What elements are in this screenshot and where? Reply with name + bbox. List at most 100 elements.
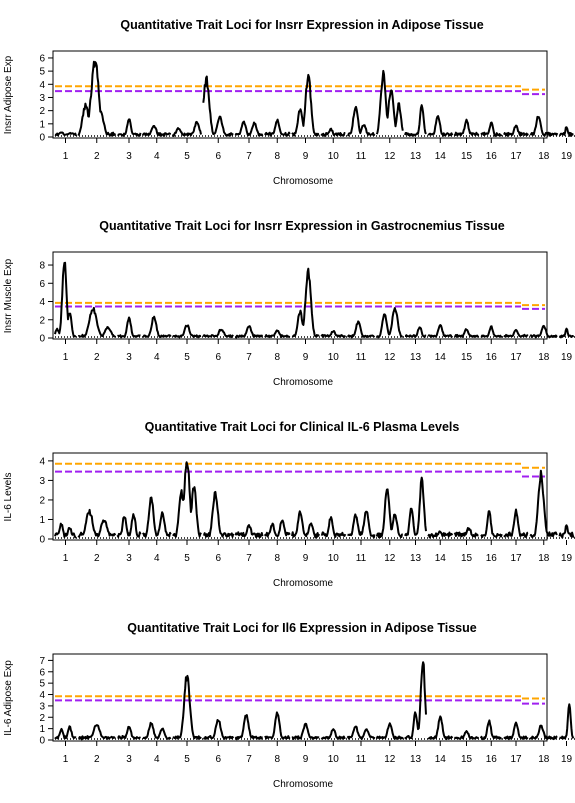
lod-curve-chr-16 xyxy=(480,121,503,137)
lod-curve-chr-1 xyxy=(54,261,77,338)
lod-curve-chr-5 xyxy=(172,674,202,740)
x-tick-label-chr-5: 5 xyxy=(184,352,190,363)
lod-curve-chr-12 xyxy=(375,69,404,135)
x-tick-label-chr-10: 10 xyxy=(328,352,340,363)
x-tick-label-chr-17: 17 xyxy=(510,754,522,765)
x-tick-label-chr-14: 14 xyxy=(435,754,447,765)
y-tick-label: 6 xyxy=(39,53,45,64)
lod-curve-chr-15 xyxy=(453,118,480,137)
x-tick-label-chr-19: 19 xyxy=(561,754,573,765)
y-tick-label: 7 xyxy=(39,656,45,667)
x-tick-label-chr-6: 6 xyxy=(215,352,221,363)
x-axis-label: Chromosome xyxy=(273,578,333,589)
x-tick-label-chr-2: 2 xyxy=(94,553,100,564)
lod-curve-chr-3 xyxy=(117,725,141,740)
y-tick-label: 3 xyxy=(39,476,45,487)
x-tick-label-chr-12: 12 xyxy=(384,352,396,363)
lod-curve-chr-13 xyxy=(404,326,427,338)
lod-curve-chr-6 xyxy=(202,75,234,137)
lod-curve-chr-4 xyxy=(142,496,172,538)
y-tick-label: 6 xyxy=(39,667,45,678)
lod-curve-chr-8 xyxy=(264,329,291,339)
y-tick-label: 0 xyxy=(39,535,45,546)
lod-curve-chr-9 xyxy=(291,722,320,740)
lod-curve-chr-14 xyxy=(427,324,454,338)
lod-curve-chr-6 xyxy=(202,719,235,740)
lod-curve-chr-7 xyxy=(234,714,263,741)
x-tick-label-chr-3: 3 xyxy=(126,151,132,162)
x-tick-label-chr-4: 4 xyxy=(154,754,160,765)
x-tick-label-chr-19: 19 xyxy=(561,352,573,363)
plot-frame xyxy=(52,251,548,340)
lod-curve-chr-9 xyxy=(291,510,320,539)
x-tick-label-chr-12: 12 xyxy=(384,553,396,564)
y-axis-label: Insrr Adipose Exp xyxy=(3,55,14,134)
x-tick-label-chr-3: 3 xyxy=(126,553,132,564)
x-tick-label-chr-7: 7 xyxy=(246,151,252,162)
chart-panel-1: Quantitative Trait Loci for Insrr Expres… xyxy=(3,18,575,187)
x-tick-label-chr-9: 9 xyxy=(303,754,309,765)
x-tick-label-chr-19: 19 xyxy=(561,553,573,564)
chart-title: Quantitative Trait Loci for Insrr Expres… xyxy=(99,219,504,233)
lod-curve-chr-18 xyxy=(529,724,558,741)
x-tick-label-chr-8: 8 xyxy=(274,754,280,765)
x-tick-label-chr-12: 12 xyxy=(384,754,396,765)
x-tick-label-chr-6: 6 xyxy=(215,754,221,765)
lod-curve-chr-2 xyxy=(77,508,117,538)
x-tick-label-chr-10: 10 xyxy=(328,151,340,162)
y-tick-label: 0 xyxy=(39,736,45,747)
x-tick-label-chr-14: 14 xyxy=(435,352,447,363)
lod-curve-chr-8 xyxy=(263,519,291,538)
y-tick-label: 0 xyxy=(39,334,45,345)
y-tick-label: 0 xyxy=(39,133,45,144)
x-tick-label-chr-9: 9 xyxy=(303,553,309,564)
x-tick-label-chr-4: 4 xyxy=(154,553,160,564)
y-tick-label: 4 xyxy=(39,80,45,91)
x-tick-label-chr-18: 18 xyxy=(538,352,550,363)
x-tick-label-chr-18: 18 xyxy=(538,754,550,765)
x-axis-label: Chromosome xyxy=(273,176,333,187)
x-tick-label-chr-9: 9 xyxy=(303,352,309,363)
lod-curve-chr-19 xyxy=(559,126,574,137)
lod-curve-chr-10 xyxy=(320,127,346,137)
x-tick-label-chr-4: 4 xyxy=(154,352,160,363)
chart-panel-3: Quantitative Trait Loci for Clinical IL-… xyxy=(3,420,575,589)
x-tick-label-chr-2: 2 xyxy=(94,151,100,162)
lod-curve-chr-15 xyxy=(454,328,480,338)
x-tick-label-chr-10: 10 xyxy=(328,754,340,765)
lod-curve-chr-5 xyxy=(172,461,202,538)
x-tick-label-chr-7: 7 xyxy=(246,352,252,363)
y-tick-label: 6 xyxy=(39,279,45,290)
lod-curve-chr-17 xyxy=(503,508,529,538)
lod-curve-chr-12 xyxy=(375,722,404,740)
lod-curve-chr-12 xyxy=(375,488,403,539)
lod-curve-chr-4 xyxy=(141,125,172,137)
x-tick-label-chr-15: 15 xyxy=(461,352,473,363)
x-tick-label-chr-17: 17 xyxy=(510,352,522,363)
lod-curve-chr-5 xyxy=(172,324,202,339)
chart-panel-4: Quantitative Trait Loci for Il6 Expressi… xyxy=(3,621,575,790)
x-tick-label-chr-10: 10 xyxy=(328,553,340,564)
x-tick-label-chr-13: 13 xyxy=(410,754,422,765)
lod-curve-chr-2 xyxy=(77,306,117,338)
y-tick-label: 2 xyxy=(39,495,45,506)
y-tick-label: 1 xyxy=(39,724,45,735)
lod-curve-chr-7 xyxy=(234,524,264,539)
y-tick-label: 8 xyxy=(39,261,45,272)
x-tick-label-chr-4: 4 xyxy=(154,151,160,162)
lod-curve-chr-11 xyxy=(346,725,376,740)
x-tick-label-chr-16: 16 xyxy=(486,553,498,564)
lod-curve-chr-11 xyxy=(347,320,376,339)
lod-curve-chr-16 xyxy=(480,325,503,338)
lod-curve-chr-9 xyxy=(291,267,320,338)
x-tick-label-chr-6: 6 xyxy=(215,553,221,564)
lod-curve-chr-3 xyxy=(117,316,141,339)
x-tick-label-chr-2: 2 xyxy=(94,352,100,363)
x-tick-label-chr-16: 16 xyxy=(486,151,498,162)
x-tick-label-chr-16: 16 xyxy=(486,754,498,765)
lod-curve-chr-11 xyxy=(347,105,376,137)
y-tick-label: 2 xyxy=(39,106,45,117)
lod-curve-chr-7 xyxy=(234,120,264,137)
